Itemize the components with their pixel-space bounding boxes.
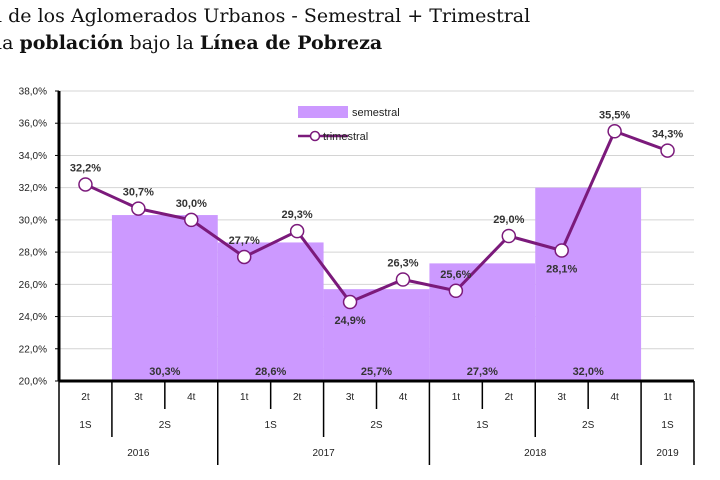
point-value-label: 29,0% [493,214,524,226]
semester-label: 1S [661,420,674,431]
quarter-label: 3t [346,392,355,403]
trimestral-point [448,283,464,299]
legend-label-trimestral: trimestral [323,131,368,143]
quarter-label: 4t [399,392,408,403]
trimestral-point [131,201,146,216]
line-layer [78,124,675,310]
y-tick-label: 38,0% [19,87,47,98]
quarter-label: 2t [81,392,90,403]
semestral-bar [111,215,218,381]
trimestral-point [289,223,305,239]
point-value-label: 30,0% [176,198,207,210]
semester-label: 2S [159,420,172,431]
quarter-label: 2t [293,392,302,403]
trimestral-point [501,228,517,244]
trimestral-point [395,272,411,287]
legend-label-semestral: semestral [352,107,400,119]
bar-value-label: 32,0% [573,366,604,378]
year-label: 2019 [656,448,679,459]
semester-label: 1S [476,420,489,431]
bar-value-label: 28,6% [255,366,286,378]
quarter-label: 3t [558,392,567,403]
title-line-1: l de los Aglomerados Urbanos - Semestral… [0,5,531,27]
semester-label: 1S [265,420,278,431]
bar-value-label: 25,7% [361,366,392,378]
semestral-bar [535,187,642,381]
trimestral-point [236,249,252,265]
semester-label: 1S [79,420,92,431]
quarter-label: 2t [505,392,514,403]
point-value-label: 27,7% [229,235,260,247]
label-layer: 30,3% 28,6% 25,7% 27,3% 32,0% 32,2% 30,7% 30,0%… [70,109,683,378]
bar-layer [111,187,642,381]
point-value-label: 29,3% [282,209,313,221]
y-tick-label: 24,0% [19,312,47,323]
point-value-label: 34,3% [652,129,683,141]
y-tick-label: 36,0% [19,119,47,130]
trimestral-point [78,177,93,192]
quarter-label: 1t [663,392,672,403]
trimestral-line [84,129,669,304]
year-label: 2018 [524,448,547,459]
y-tick-label: 30,0% [19,215,47,226]
y-tick-label: 32,0% [19,183,47,194]
y-tick-label: 26,0% [19,280,47,291]
year-label: 2017 [312,448,335,459]
semester-label: 2S [582,420,595,431]
trimestral-point [607,124,622,139]
point-value-label: 25,6% [440,269,471,281]
axis-layer: 20,0% 22,0% 24,0% 26,0% 28,0% 30,0% 32,0% 34,0%… [19,87,695,465]
semestral-bar [217,242,324,381]
y-tick-label: 22,0% [19,344,47,355]
legend-marker-trimestral [309,130,321,142]
title-bold-linea-pobreza: Línea de Pobreza [199,32,383,54]
semester-label: 2S [370,420,383,431]
quarter-label: 4t [610,392,619,403]
point-value-label: 35,5% [599,109,630,121]
quarter-label: 3t [134,392,143,403]
y-tick-label: 28,0% [19,248,47,259]
point-value-label: 30,7% [123,187,154,199]
year-label: 2016 [127,448,150,459]
point-value-label: 28,1% [546,264,577,276]
semestral-bar [429,263,536,381]
quarter-label: 1t [240,392,249,403]
chart-title: l de los Aglomerados Urbanos - Semestral… [0,3,530,57]
title-bold-poblacion: población [19,32,124,54]
bar-value-label: 27,3% [467,366,498,378]
trimestral-point [184,212,199,228]
title-line-2: la población bajo la Línea de Pobreza [0,32,383,54]
bar-value-label: 30,3% [149,366,180,378]
legend-swatch-semestral [298,106,348,118]
point-value-label: 24,9% [334,315,365,327]
y-tick-label: 20,0% [19,377,47,388]
trimestral-point [342,294,358,310]
y-tick-label: 34,0% [19,151,47,162]
quarter-label: 4t [187,392,196,403]
trimestral-point [554,243,569,258]
trimestral-point [660,143,675,158]
point-value-label: 32,2% [70,162,101,174]
semestral-bar [323,289,430,381]
quarter-label: 1t [452,392,461,403]
point-value-label: 26,3% [387,258,418,270]
legend: semestral trimestral [298,106,400,143]
